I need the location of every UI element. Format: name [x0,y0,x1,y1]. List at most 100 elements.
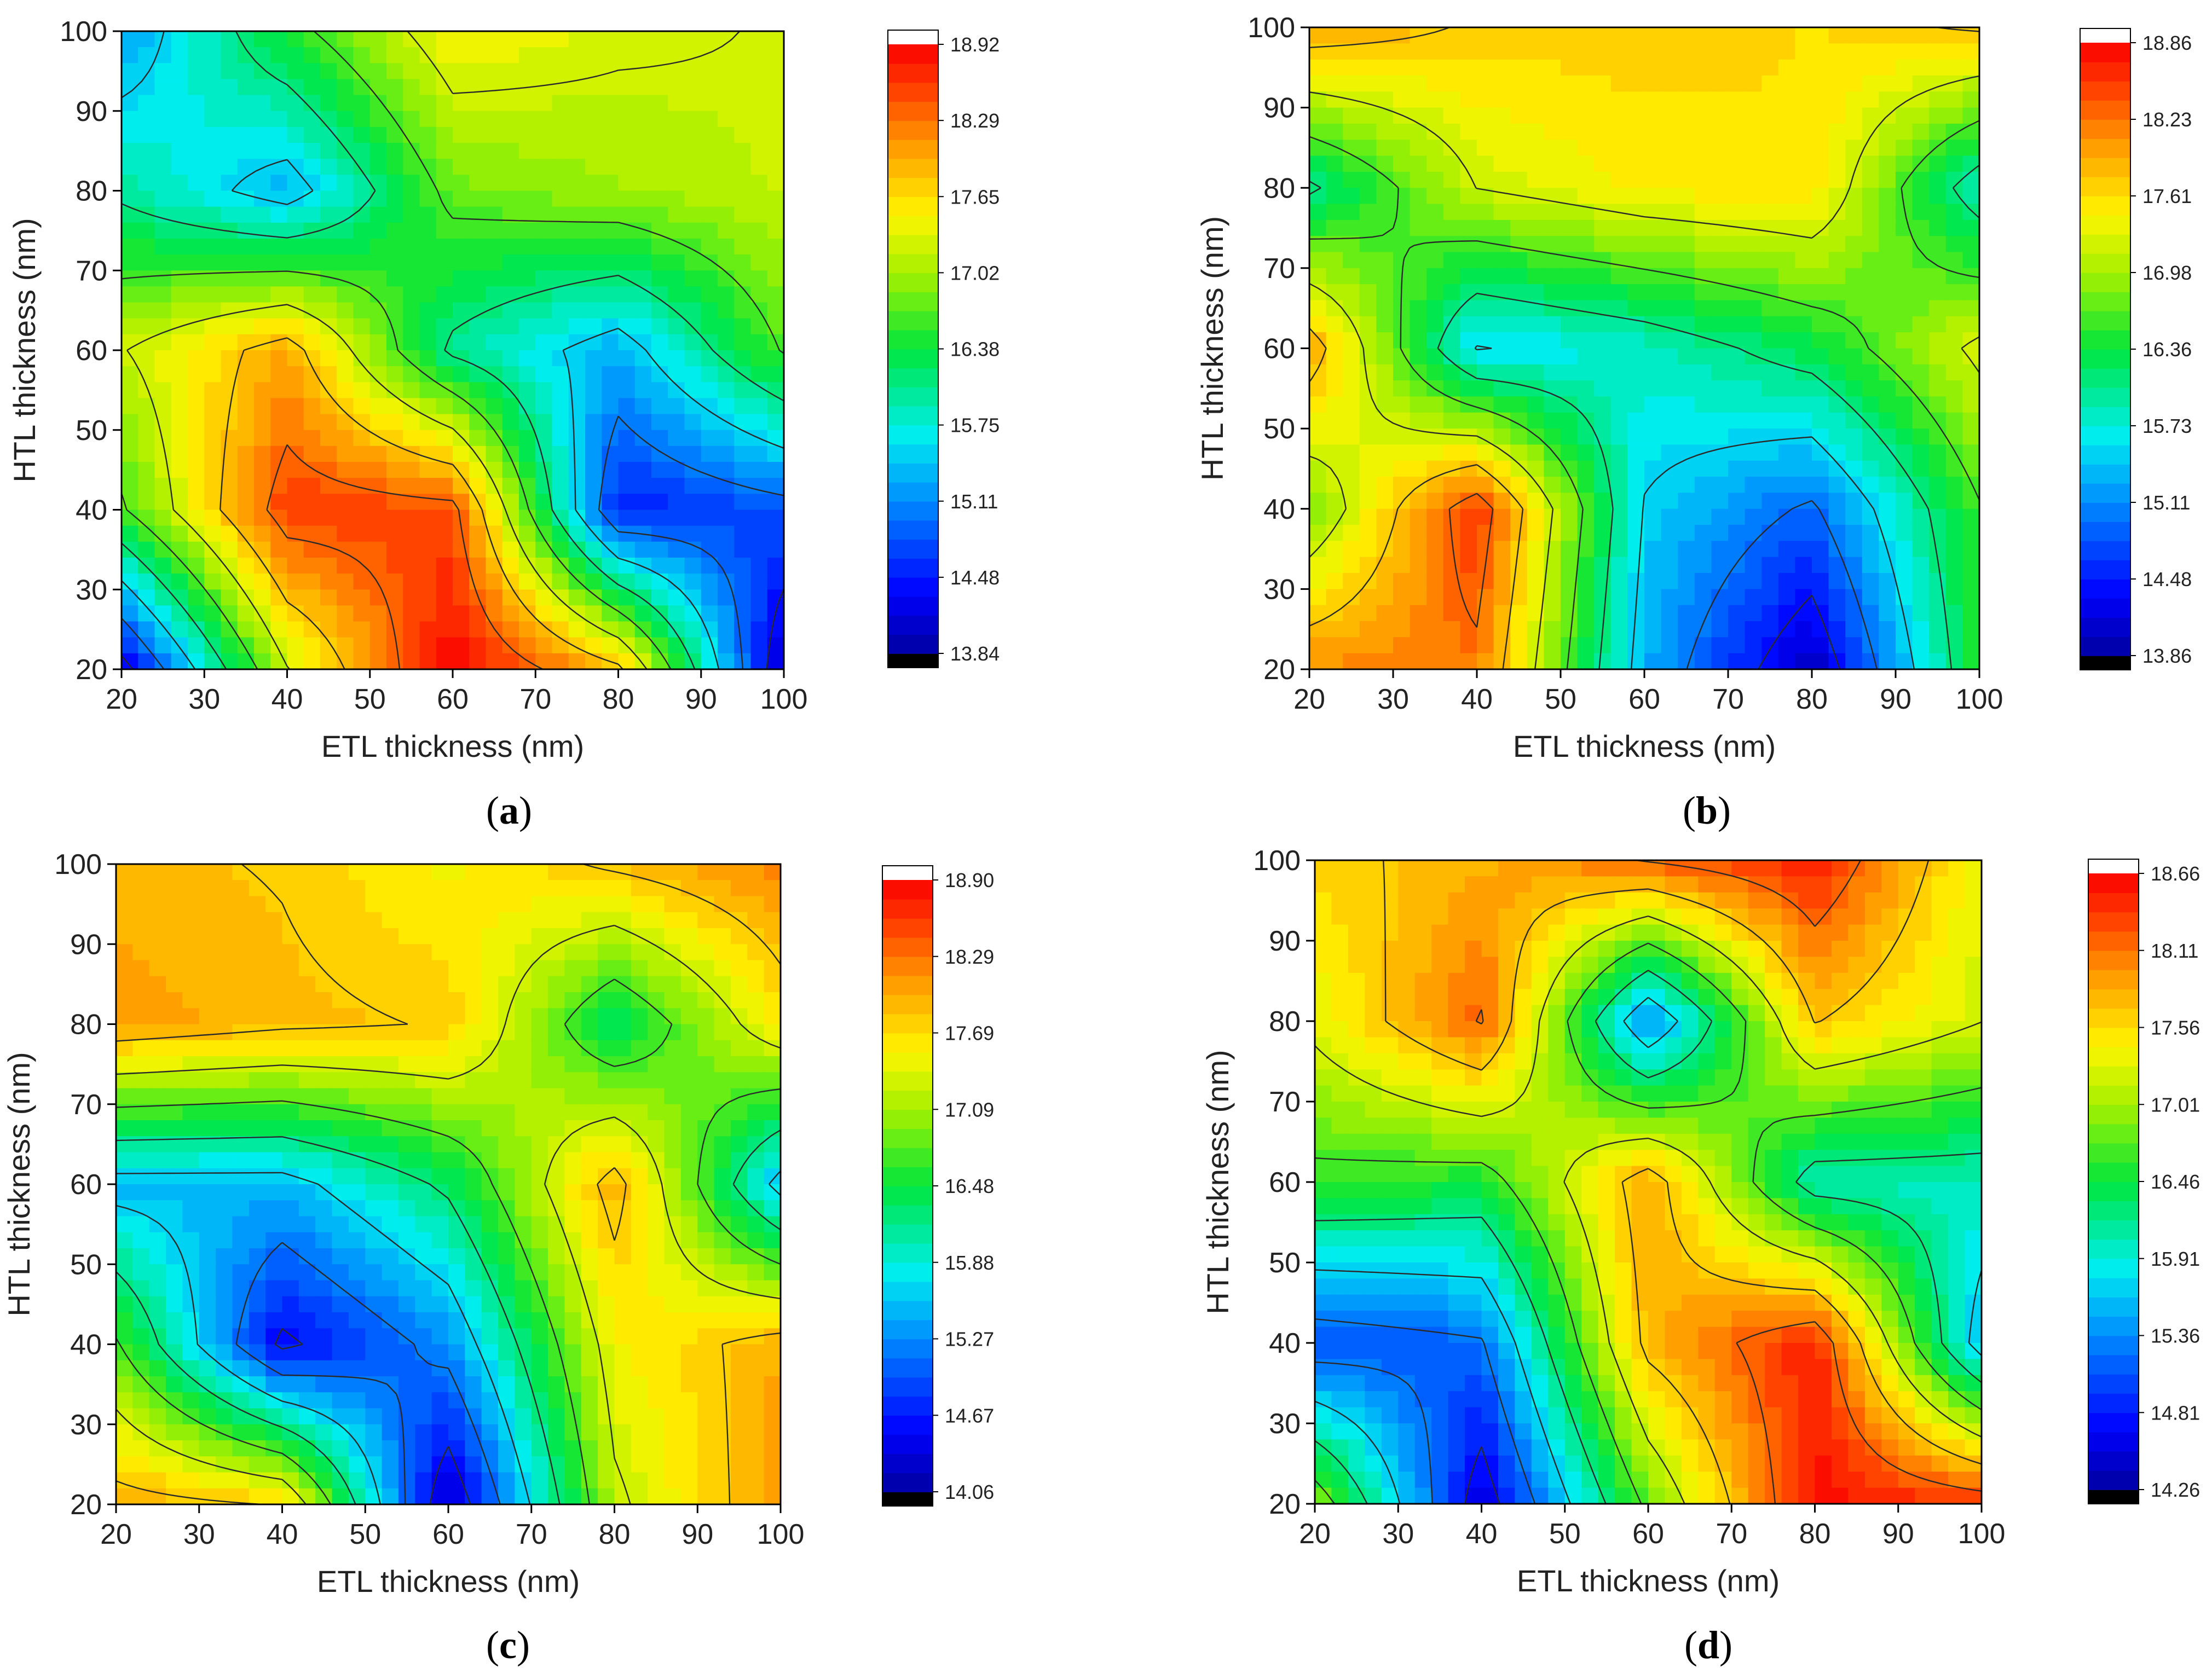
heatmap-cell [598,1152,615,1169]
heatmap-cell [718,143,735,159]
heatmap-cell [1644,43,1662,60]
heatmap-cell [353,318,371,335]
heatmap-cell [249,896,266,913]
heatmap-cell [369,382,387,399]
heatmap-cell [568,525,586,542]
heatmap-cell [1493,396,1511,413]
heatmap-cell [1862,541,1880,558]
heatmap-cell [1862,364,1880,381]
heatmap-cell [1678,589,1695,606]
heatmap-cell [382,1376,399,1393]
heatmap-cell [1661,396,1678,413]
heatmap-cell [1962,43,1980,60]
heatmap-cell [750,175,768,192]
heatmap-cell [431,1232,449,1249]
heatmap-cell [254,31,272,48]
heatmap-cell [298,976,316,993]
heatmap-cell [348,960,366,977]
heatmap-cell [767,557,784,574]
heatmap-cell [747,880,765,897]
heatmap-cell [1343,541,1360,558]
heatmap-cell [154,494,172,511]
heatmap-cell [1610,219,1628,237]
heatmap-cell [287,398,304,415]
heatmap-cell [764,1424,781,1441]
heatmap-cell [750,637,768,654]
heatmap-cell [415,992,432,1009]
heatmap-cell [337,621,354,638]
heatmap-cell [668,126,685,143]
panel-label: (b) [1683,789,1731,832]
heatmap-cell [431,1296,449,1313]
heatmap-cell [664,1440,681,1457]
heatmap-cell [419,382,437,399]
heatmap-cell [730,976,748,993]
heatmap-cell [415,1360,432,1377]
heatmap-cell [1544,27,1561,44]
heatmap-cell [631,1152,648,1169]
heatmap-cell [403,382,420,399]
heatmap-cell [221,63,238,80]
heatmap-cell [631,1296,648,1313]
heatmap-cell [1610,541,1628,558]
heatmap-cell [237,95,255,112]
heatmap-cell [199,960,216,977]
heatmap-cell [515,880,532,897]
heatmap-cell [552,462,569,478]
heatmap-cell [680,1312,698,1329]
heatmap-cell [552,286,569,303]
heatmap-cell [365,928,383,945]
heatmap-cell [1343,637,1360,654]
heatmap-cell [337,541,354,558]
heatmap-cell [1426,75,1444,92]
heatmap-cell [419,525,437,542]
heatmap-cell [303,398,321,415]
heatmap-cell [564,1184,582,1201]
heatmap-cell [1711,557,1729,574]
heatmap-cell [747,992,765,1009]
heatmap-cell [1594,541,1612,558]
heatmap-cell [618,159,636,176]
heatmap-cell [348,1456,366,1473]
heatmap-cell [303,494,321,511]
heatmap-cell [448,864,466,881]
colorbar-tick-label: 15.11 [950,490,998,513]
heatmap-cell [1929,605,1947,622]
heatmap-cell [348,1376,366,1393]
heatmap-cell [1862,171,1880,189]
heatmap-cell [1410,155,1427,172]
heatmap-cell [1426,107,1444,124]
heatmap-cell [1410,91,1427,108]
heatmap-cell [1443,637,1461,654]
heatmap-cell [697,1024,715,1041]
heatmap-cell [1510,155,1528,172]
heatmap-cell [469,605,487,622]
heatmap-cell [431,912,449,929]
heatmap-cell [237,414,255,431]
heatmap-cell [1343,75,1360,92]
heatmap-cell [614,1408,632,1425]
heatmap-cell [199,912,216,929]
heatmap-cell [1728,252,1746,269]
heatmap-cell [1711,27,1729,44]
heatmap-cell [1376,188,1394,205]
heatmap-cell [648,1456,665,1473]
heatmap-cell [519,445,536,462]
heatmap-cell [1945,557,1963,574]
heatmap-cell [1678,236,1695,253]
heatmap-cell [1393,140,1411,157]
heatmap-cell [481,1424,499,1441]
heatmap-cell [648,912,665,929]
heatmap-cell [282,1360,299,1377]
heatmap-cell [1493,155,1511,172]
heatmap-cell [1426,637,1444,654]
heatmap-cell [1410,460,1427,477]
heatmap-cell [750,605,768,622]
heatmap-cell [585,143,603,159]
heatmap-cell [353,430,371,447]
heatmap-cell [1728,43,1746,60]
heatmap-cell [298,1424,316,1441]
heatmap-cell [598,1280,615,1297]
heatmap-cell [764,1344,781,1361]
heatmap-cell [116,1024,134,1041]
